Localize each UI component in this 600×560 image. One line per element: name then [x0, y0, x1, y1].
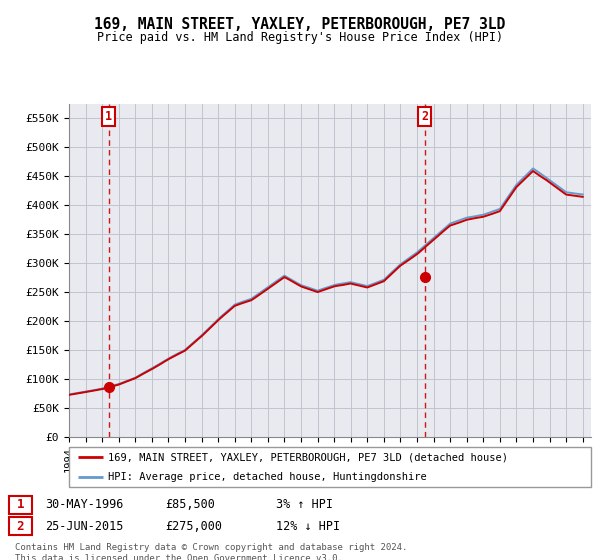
Text: £85,500: £85,500 — [165, 498, 215, 511]
Text: 169, MAIN STREET, YAXLEY, PETERBOROUGH, PE7 3LD: 169, MAIN STREET, YAXLEY, PETERBOROUGH, … — [94, 17, 506, 32]
Text: Contains HM Land Registry data © Crown copyright and database right 2024.
This d: Contains HM Land Registry data © Crown c… — [15, 543, 407, 560]
Text: 12% ↓ HPI: 12% ↓ HPI — [276, 520, 340, 533]
Text: 1: 1 — [17, 498, 24, 511]
Text: 2: 2 — [421, 110, 428, 123]
Text: 2: 2 — [17, 520, 24, 533]
Text: Price paid vs. HM Land Registry's House Price Index (HPI): Price paid vs. HM Land Registry's House … — [97, 31, 503, 44]
Text: £275,000: £275,000 — [165, 520, 222, 533]
Text: 169, MAIN STREET, YAXLEY, PETERBOROUGH, PE7 3LD (detached house): 169, MAIN STREET, YAXLEY, PETERBOROUGH, … — [108, 452, 508, 463]
Text: HPI: Average price, detached house, Huntingdonshire: HPI: Average price, detached house, Hunt… — [108, 472, 427, 482]
Text: 1: 1 — [106, 110, 112, 123]
Text: 3% ↑ HPI: 3% ↑ HPI — [276, 498, 333, 511]
FancyBboxPatch shape — [69, 447, 591, 487]
Text: 25-JUN-2015: 25-JUN-2015 — [45, 520, 124, 533]
Text: 30-MAY-1996: 30-MAY-1996 — [45, 498, 124, 511]
